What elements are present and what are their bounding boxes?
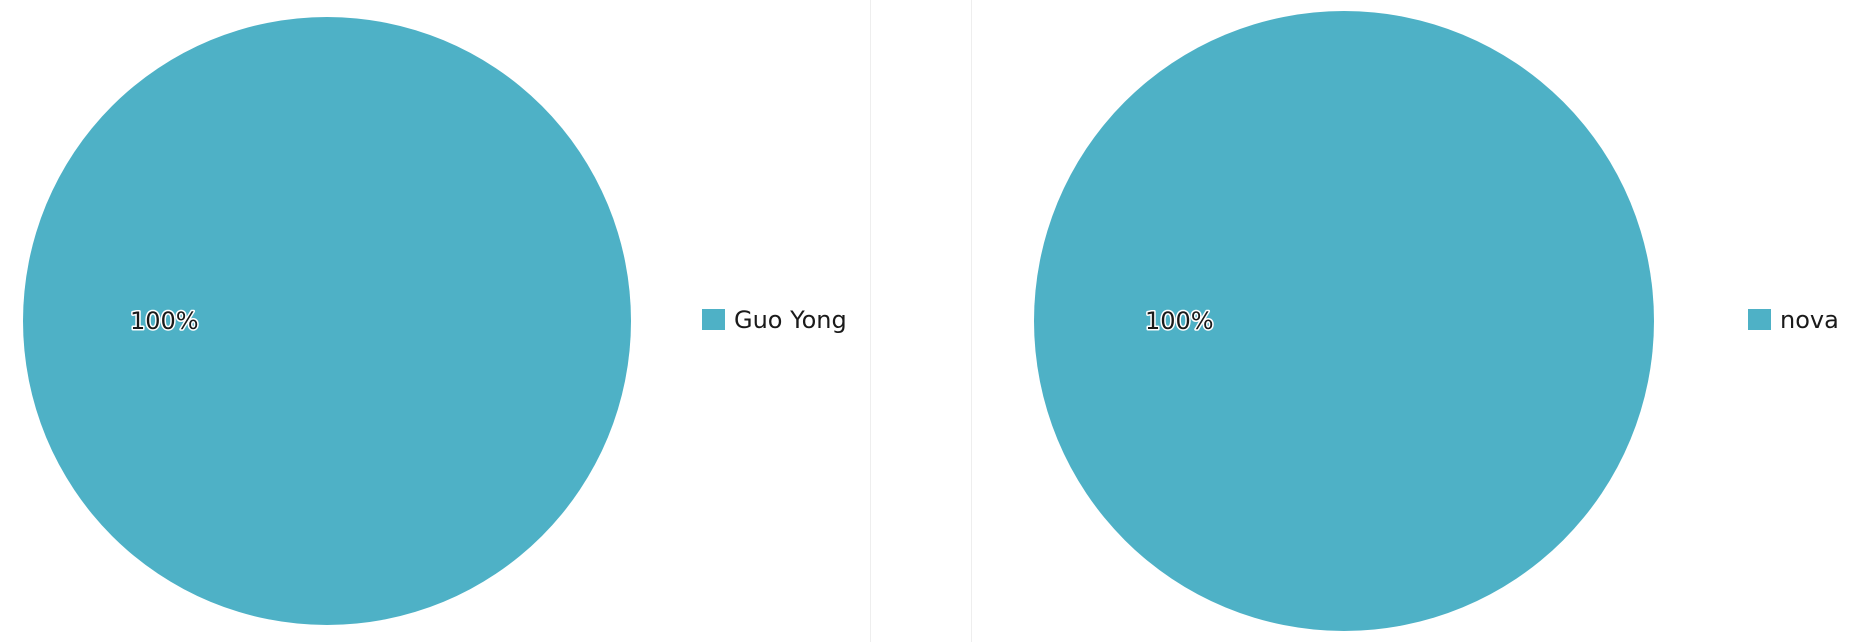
pie-chart-left: 100% Guo Yong [23,17,847,625]
pie-chart-right: 100% nova [1034,11,1839,631]
slice-label: 100% [130,307,199,335]
pie-slices [1034,11,1654,631]
legend: nova [1748,306,1839,334]
legend-swatch [1748,309,1771,330]
pie-slice [1034,11,1654,631]
pie-chart-panel-left: 100% Guo Yong [0,0,870,642]
pie-slices [23,17,631,625]
legend-swatch [702,309,725,330]
panel-divider [971,0,972,642]
panel-divider [870,0,871,642]
legend-label: Guo Yong [734,306,847,334]
legend: Guo Yong [702,306,847,334]
pie-slice [23,17,631,625]
slice-label: 100% [1145,307,1214,335]
legend-label: nova [1780,306,1839,334]
pie-chart-panel-right: 100% nova [972,0,1856,642]
